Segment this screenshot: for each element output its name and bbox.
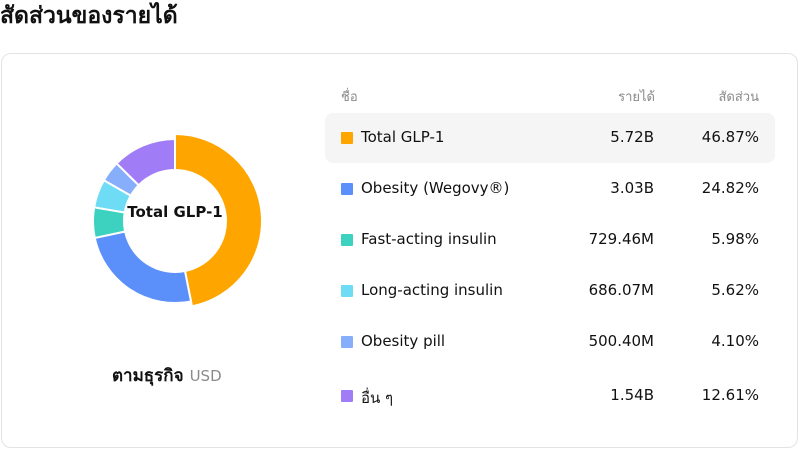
currency-label: USD [189, 367, 222, 385]
donut-center-label: Total GLP-1 [127, 203, 223, 221]
column-header-revenue: รายได้ [618, 90, 655, 105]
legend-swatch [341, 336, 353, 348]
legend-swatch [341, 234, 353, 246]
table-row[interactable]: Obesity (Wegovy®) 3.03B 24.82% [325, 164, 775, 214]
segment-name: Fast-acting insulin [361, 230, 497, 248]
segment-footer: ตามธุรกิจ USD [112, 362, 222, 389]
segment-name: อื่น ๆ [361, 389, 394, 407]
table-row[interactable]: Obesity pill 500.40M 4.10% [325, 317, 775, 367]
column-header-share: สัดส่วน [718, 90, 760, 105]
legend-swatch [341, 132, 353, 144]
segment-revenue: 686.07M [588, 281, 654, 299]
donut-slice[interactable] [115, 137, 176, 187]
donut-svg [94, 134, 263, 308]
legend-swatch [341, 285, 353, 297]
legend-swatch [341, 390, 353, 402]
donut-slice[interactable] [94, 230, 193, 304]
segment-revenue: 729.46M [588, 230, 654, 248]
by-business-label: ตามธุรกิจ [112, 366, 184, 386]
segment-name: Total GLP-1 [361, 128, 445, 146]
segment-name: Obesity (Wegovy®) [361, 179, 510, 197]
table-row[interactable]: Long-acting insulin 686.07M 5.62% [325, 266, 775, 316]
page-title: สัดส่วนของรายได้ [0, 3, 178, 29]
segment-revenue: 5.72B [610, 128, 654, 146]
segment-revenue: 500.40M [588, 332, 654, 350]
segment-share: 12.61% [701, 386, 759, 404]
segment-name: Long-acting insulin [361, 281, 503, 299]
donut-chart: Total GLP-1 [94, 134, 264, 310]
donut-slice[interactable] [174, 134, 263, 308]
table-row[interactable]: Total GLP-1 5.72B 46.87% [325, 113, 775, 163]
segment-name: Obesity pill [361, 332, 446, 350]
legend-swatch [341, 183, 353, 195]
table-header: ชื่อ รายได้ สัดส่วน [341, 86, 759, 106]
segment-share: 24.82% [701, 179, 759, 197]
segment-share: 5.98% [711, 230, 759, 248]
table-row[interactable]: Fast-acting insulin 729.46M 5.98% [325, 215, 775, 265]
column-header-name: ชื่อ [341, 90, 358, 105]
segment-revenue: 3.03B [610, 179, 654, 197]
segment-share: 5.62% [711, 281, 759, 299]
segment-revenue: 1.54B [610, 386, 654, 404]
table-row[interactable]: อื่น ๆ 1.54B 12.61% [325, 371, 775, 421]
segment-share: 46.87% [701, 128, 759, 146]
segment-share: 4.10% [711, 332, 759, 350]
